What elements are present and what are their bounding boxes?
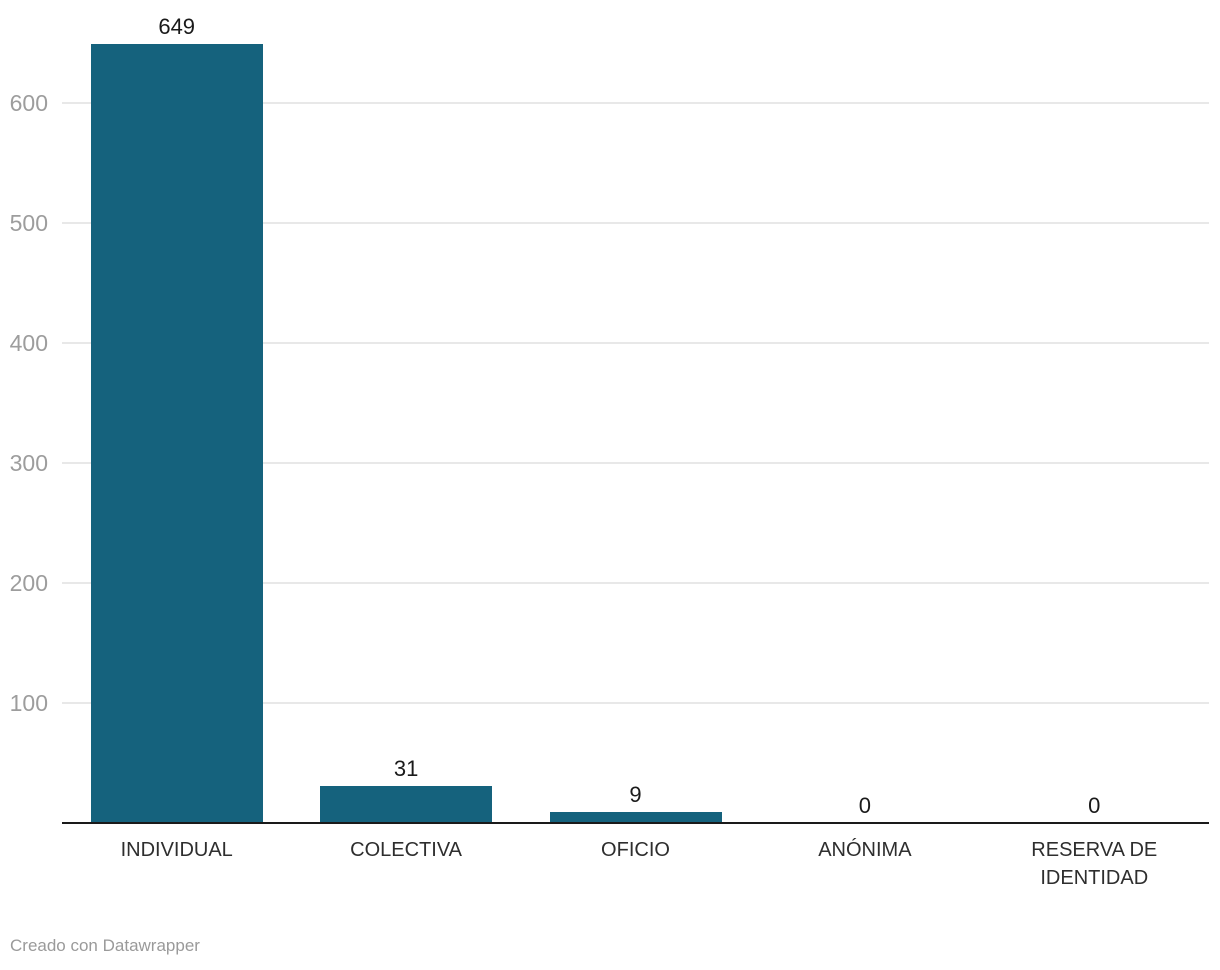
y-tick-label: 300 [9,450,48,476]
y-tick-label: 500 [9,210,48,236]
bar-colectiva[interactable] [320,785,493,823]
attribution-link[interactable]: Creado con Datawrapper [10,936,200,955]
bar-value-label: 649 [158,14,196,40]
y-tick-label: 100 [9,690,48,716]
y-tick-label: 400 [9,330,48,356]
y-tick-label: 200 [9,570,48,596]
x-category-label: ANÓNIMA [818,839,912,861]
bar-value-label: 9 [629,782,642,808]
bar-individual[interactable] [90,44,263,823]
x-category-label: OFICIO [601,839,670,861]
bar-value-label: 0 [858,793,871,818]
bar-oficio[interactable] [549,812,722,823]
bar-value-label: 0 [1088,793,1101,818]
x-category-label: INDIVIDUAL [120,839,233,861]
x-category-label: RESERVA DE IDENTIDAD [1031,839,1158,889]
x-category-label: COLECTIVA [350,839,463,861]
bar-value-label: 31 [393,755,419,781]
x-axis-line [62,822,1209,824]
y-tick-label: 600 [9,90,48,116]
